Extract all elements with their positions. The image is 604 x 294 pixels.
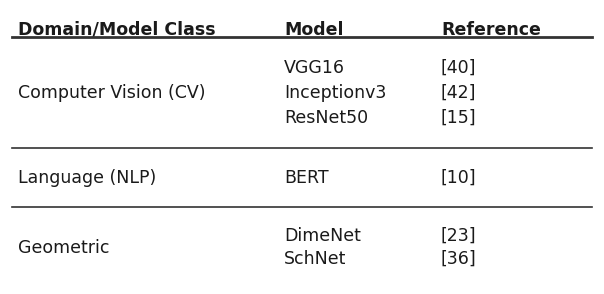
Text: Domain/Model Class: Domain/Model Class [18,21,216,39]
Text: [42]: [42] [441,83,477,102]
Text: BERT: BERT [284,169,329,187]
Text: Reference: Reference [441,21,541,39]
Text: Inceptionv3: Inceptionv3 [284,83,386,102]
Text: [15]: [15] [441,108,477,127]
Text: [10]: [10] [441,169,477,187]
Text: [23]: [23] [441,227,477,245]
Text: Language (NLP): Language (NLP) [18,169,156,187]
Text: SchNet: SchNet [284,250,346,268]
Text: Model: Model [284,21,344,39]
Text: [36]: [36] [441,250,477,268]
Text: Geometric: Geometric [18,239,109,257]
Text: DimeNet: DimeNet [284,227,361,245]
Text: [40]: [40] [441,59,477,77]
Text: ResNet50: ResNet50 [284,108,368,127]
Text: VGG16: VGG16 [284,59,345,77]
Text: Computer Vision (CV): Computer Vision (CV) [18,83,205,102]
